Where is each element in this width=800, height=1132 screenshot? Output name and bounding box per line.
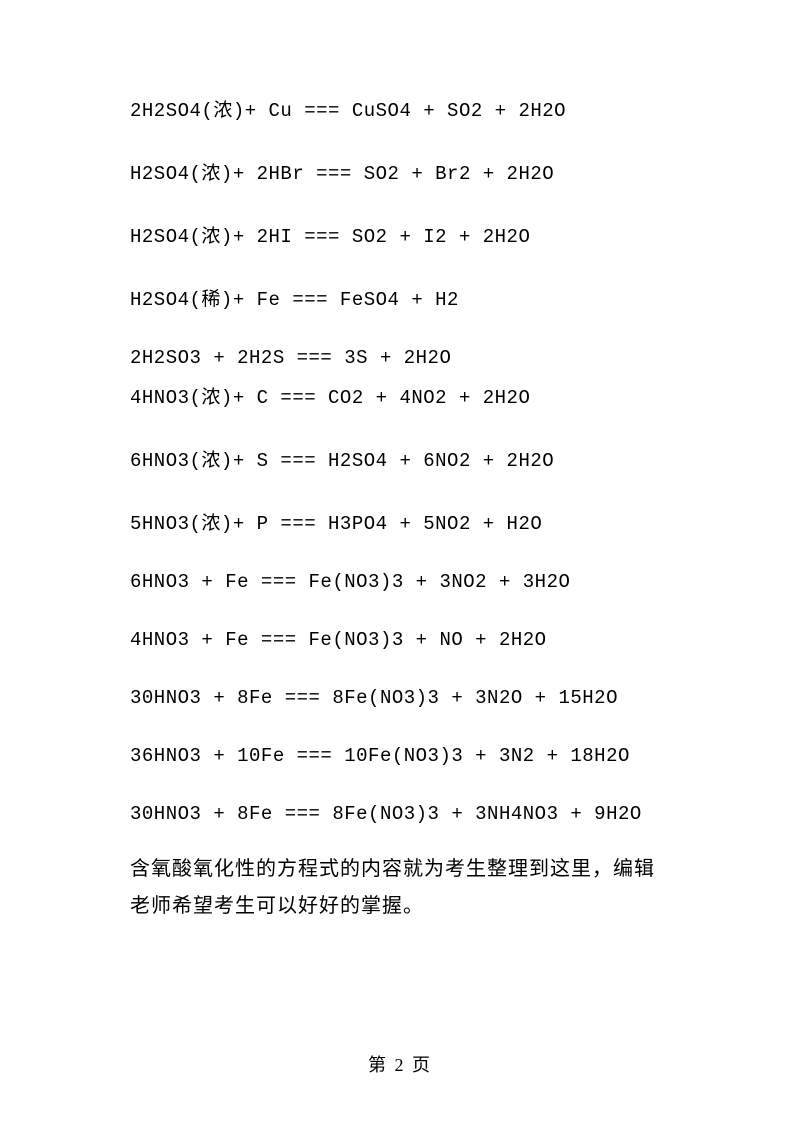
spacer [130, 369, 670, 382]
spacer [130, 709, 670, 745]
spacer [130, 651, 670, 687]
equation-6: 4HNO3(浓)+ C === CO2 + 4NO2 + 2H2O [130, 382, 670, 409]
spacer [130, 472, 670, 508]
spacer [130, 535, 670, 571]
equation-1: 2H2SO4(浓)+ Cu === CuSO4 + SO2 + 2H2O [130, 95, 670, 122]
spacer [130, 409, 670, 445]
equation-12: 36HNO3 + 10Fe === 10Fe(NO3)3 + 3N2 + 18H… [130, 745, 670, 767]
equation-3: H2SO4(浓)+ 2HI === SO2 + I2 + 2H2O [130, 221, 670, 248]
equation-7: 6HNO3(浓)+ S === H2SO4 + 6NO2 + 2H2O [130, 445, 670, 472]
spacer [130, 248, 670, 284]
spacer [130, 311, 670, 347]
equation-10: 4HNO3 + Fe === Fe(NO3)3 + NO + 2H2O [130, 629, 670, 651]
equation-11: 30HNO3 + 8Fe === 8Fe(NO3)3 + 3N2O + 15H2… [130, 687, 670, 709]
spacer [130, 593, 670, 629]
equation-4: H2SO4(稀)+ Fe === FeSO4 + H2 [130, 284, 670, 311]
equation-9: 6HNO3 + Fe === Fe(NO3)3 + 3NO2 + 3H2O [130, 571, 670, 593]
equation-5: 2H2SO3 + 2H2S === 3S + 2H2O [130, 347, 670, 369]
summary-paragraph: 含氧酸氧化性的方程式的内容就为考生整理到这里，编辑老师希望考生可以好好的掌握。 [130, 851, 670, 925]
spacer [130, 185, 670, 221]
page-number-footer: 第 2 页 [0, 1051, 800, 1077]
equation-13: 30HNO3 + 8Fe === 8Fe(NO3)3 + 3NH4NO3 + 9… [130, 803, 670, 825]
spacer [130, 122, 670, 158]
equation-8: 5HNO3(浓)+ P === H3PO4 + 5NO2 + H2O [130, 508, 670, 535]
spacer [130, 767, 670, 803]
equation-2: H2SO4(浓)+ 2HBr === SO2 + Br2 + 2H2O [130, 158, 670, 185]
document-content: 2H2SO4(浓)+ Cu === CuSO4 + SO2 + 2H2O H2S… [0, 0, 800, 925]
